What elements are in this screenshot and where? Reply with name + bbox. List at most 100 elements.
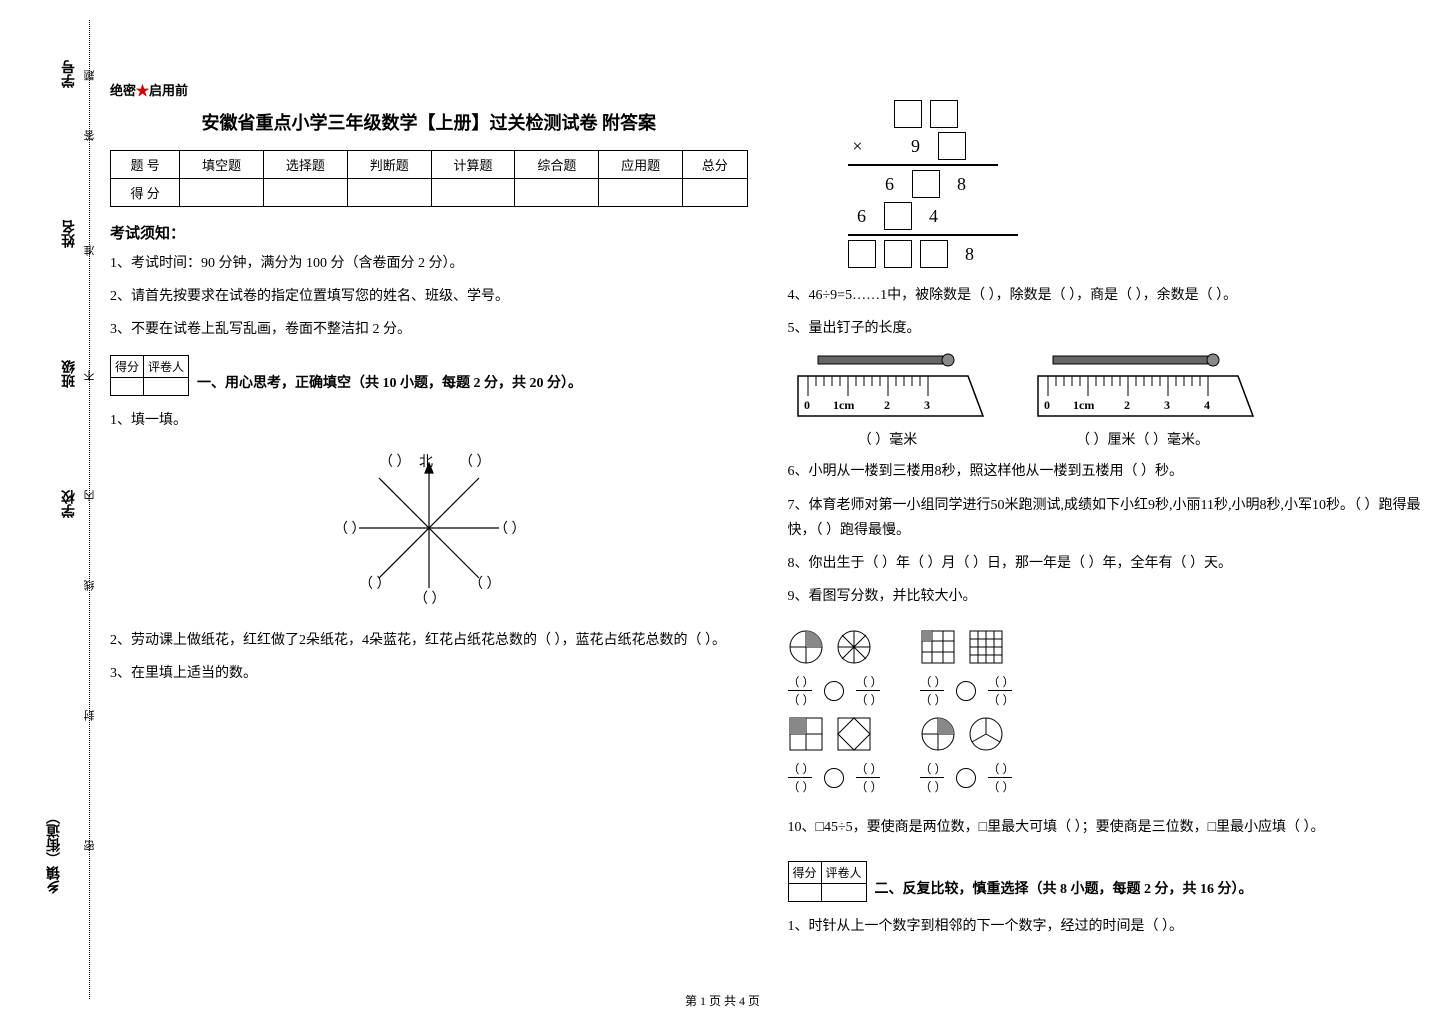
multiplication-problem: × 9 6 8 6 4 8 xyxy=(848,100,1426,268)
q6: 6、小明从一楼到三楼用8秒，照这样他从一楼到五楼用（ ）秒。 xyxy=(788,459,1426,484)
ruler-2-answer: （ ）厘米（ ）毫米。 xyxy=(1028,429,1258,449)
section-1-title: 一、用心思考，正确填空（共 10 小题，每题 2 分，共 20 分）。 xyxy=(197,372,582,396)
compare-blank xyxy=(956,681,976,701)
svg-text:4: 4 xyxy=(1204,398,1210,412)
sb-pingjuan: 评卷人 xyxy=(144,355,189,377)
svg-text:（ ）: （ ） xyxy=(469,576,501,592)
ruler-section: 0 1cm 2 3 （ ）毫米 xyxy=(788,351,1426,449)
score-h4: 计算题 xyxy=(431,151,515,179)
binding-xuexiao: 学校 xyxy=(60,490,80,518)
score-header-row: 题 号 填空题 选择题 判断题 计算题 综合题 应用题 总分 xyxy=(111,151,748,179)
svg-text:3: 3 xyxy=(1164,398,1170,412)
seal-feng: 封 xyxy=(82,710,98,721)
svg-text:3: 3 xyxy=(924,398,930,412)
score-row-label: 得 分 xyxy=(111,179,180,207)
q1: 1、填一填。 xyxy=(110,408,748,433)
svg-text:1cm: 1cm xyxy=(833,398,854,412)
q5: 5、量出钉子的长度。 xyxy=(788,316,1426,341)
fraction-blank: （ ）（ ） xyxy=(920,760,944,795)
binding-xingming: 姓名 xyxy=(60,220,80,248)
exam-title: 安徽省重点小学三年级数学【上册】过关检测试卷 附答案 xyxy=(110,109,748,135)
svg-text:（ ）: （ ） xyxy=(414,591,446,607)
compass-diagram: （ ） 北 （ ） （ ） （ ） （ ） （ ） （ ） xyxy=(110,448,748,613)
fraction-section: （ ）（ ） （ ）（ ） （ ）（ ） （ ）（ ） xyxy=(788,621,1426,803)
svg-text:0: 0 xyxy=(1044,398,1050,412)
fraction-group-left: （ ）（ ） （ ）（ ） （ ）（ ） （ ）（ ） xyxy=(788,621,880,803)
fraction-blank: （ ）（ ） xyxy=(988,673,1012,708)
header-notice: 绝密★启用前 xyxy=(110,80,748,99)
circle-third-icon xyxy=(968,716,1004,752)
p1-8: 8 xyxy=(948,174,976,195)
seal-bu: 不 xyxy=(82,370,98,381)
q7: 7、体育老师对第一小组同学进行50米跑测试,成绩如下小红9秒,小丽11秒,小明8… xyxy=(788,493,1426,543)
digit-blank xyxy=(848,240,876,268)
score-box-2: 得分评卷人 xyxy=(788,861,867,902)
compare-blank xyxy=(824,681,844,701)
ruler-1-answer: （ ）毫米 xyxy=(788,429,988,449)
seal-ti: 题 xyxy=(82,70,98,81)
score-h6: 应用题 xyxy=(599,151,683,179)
binding-xiangzhen: 乡镇（街道） xyxy=(45,810,65,894)
score-box-1: 得分评卷人 xyxy=(110,355,189,396)
page-content: 绝密★启用前 安徽省重点小学三年级数学【上册】过关检测试卷 附答案 题 号 填空… xyxy=(110,80,1425,989)
notice-1: 1、考试时间：90 分钟，满分为 100 分（含卷面分 2 分）。 xyxy=(110,251,748,276)
fraction-blank: （ ）（ ） xyxy=(788,760,812,795)
svg-text:（ ）: （ ） xyxy=(494,521,526,537)
sb2-deafen: 得分 xyxy=(788,861,821,883)
svg-text:0: 0 xyxy=(804,398,810,412)
digit-blank xyxy=(884,240,912,268)
right-column: × 9 6 8 6 4 8 4、 xyxy=(788,80,1426,989)
digit-blank xyxy=(912,170,940,198)
digit-blank xyxy=(894,100,922,128)
q4: 4、46÷9=5……1中，被除数是（ ），除数是（ ），商是（ ），余数是（ ）… xyxy=(788,283,1426,308)
notice-suffix: 启用前 xyxy=(149,83,188,98)
fraction-blank: （ ）（ ） xyxy=(856,673,880,708)
p1-6: 6 xyxy=(876,174,904,195)
page-footer: 第 1 页 共 4 页 xyxy=(0,992,1445,1009)
section-2-title: 二、反复比较，慎重选择（共 8 小题，每题 2 分，共 16 分）。 xyxy=(875,878,1253,902)
svg-text:1cm: 1cm xyxy=(1073,398,1094,412)
seal-zhun: 准 xyxy=(82,245,98,256)
fraction-blank: （ ）（ ） xyxy=(988,760,1012,795)
circle-quarter-icon xyxy=(920,716,956,752)
mult-line-2 xyxy=(848,234,1018,236)
binding-margin: 学号 姓名 班级 学校 乡镇（街道） 密 封 线 内 不 准 答 题 xyxy=(20,20,90,999)
grid3-icon xyxy=(920,629,956,665)
compass-north-label: 北 xyxy=(419,454,433,470)
score-h7: 总分 xyxy=(683,151,747,179)
fraction-group-right: （ ）（ ） （ ）（ ） （ ）（ ） （ ）（ ） xyxy=(920,621,1012,803)
grid4-icon xyxy=(968,629,1004,665)
binding-banji: 班级 xyxy=(60,360,80,388)
svg-text:（ ）: （ ） xyxy=(334,521,366,537)
seal-da: 答 xyxy=(82,130,98,141)
mult-9: 9 xyxy=(902,136,930,157)
q3: 3、在里填上适当的数。 xyxy=(110,661,748,686)
result-8: 8 xyxy=(956,244,984,265)
star-icon: ★ xyxy=(136,83,149,98)
notice-2: 2、请首先按要求在试卷的指定位置填写您的姓名、班级、学号。 xyxy=(110,284,748,309)
svg-text:（ ）: （ ） xyxy=(459,454,491,470)
grid-icon xyxy=(788,716,824,752)
ruler-2: 0 1cm 2 3 4 （ ）厘米（ ）毫米。 xyxy=(1028,351,1258,449)
q10: 10、□45÷5，要使商是两位数，□里最大可填（ ）；要使商是三位数，□里最小应… xyxy=(788,815,1426,840)
score-h2: 选择题 xyxy=(264,151,348,179)
svg-text:（ ）: （ ） xyxy=(379,454,411,470)
diamond-icon xyxy=(836,716,872,752)
svg-text:（ ）: （ ） xyxy=(359,576,391,592)
score-h3: 判断题 xyxy=(347,151,431,179)
digit-blank xyxy=(930,100,958,128)
score-h5: 综合题 xyxy=(515,151,599,179)
seal-nei: 内 xyxy=(82,490,98,501)
p2-4: 4 xyxy=(920,206,948,227)
circle-eighth-icon xyxy=(836,629,872,665)
score-h1: 填空题 xyxy=(180,151,264,179)
digit-blank xyxy=(920,240,948,268)
s2q1: 1、时针从上一个数字到相邻的下一个数字，经过的时间是（ ）。 xyxy=(788,914,1426,939)
digit-blank xyxy=(938,132,966,160)
digit-blank xyxy=(884,202,912,230)
section-2-header: 得分评卷人 二、反复比较，慎重选择（共 8 小题，每题 2 分，共 16 分）。 xyxy=(788,861,1426,902)
p2-6: 6 xyxy=(848,206,876,227)
q8: 8、你出生于（ ）年（ ）月（ ）日，那一年是（ ）年，全年有（ ）天。 xyxy=(788,551,1426,576)
q9: 9、看图写分数，并比较大小。 xyxy=(788,584,1426,609)
sb2-pingjuan: 评卷人 xyxy=(821,861,866,883)
